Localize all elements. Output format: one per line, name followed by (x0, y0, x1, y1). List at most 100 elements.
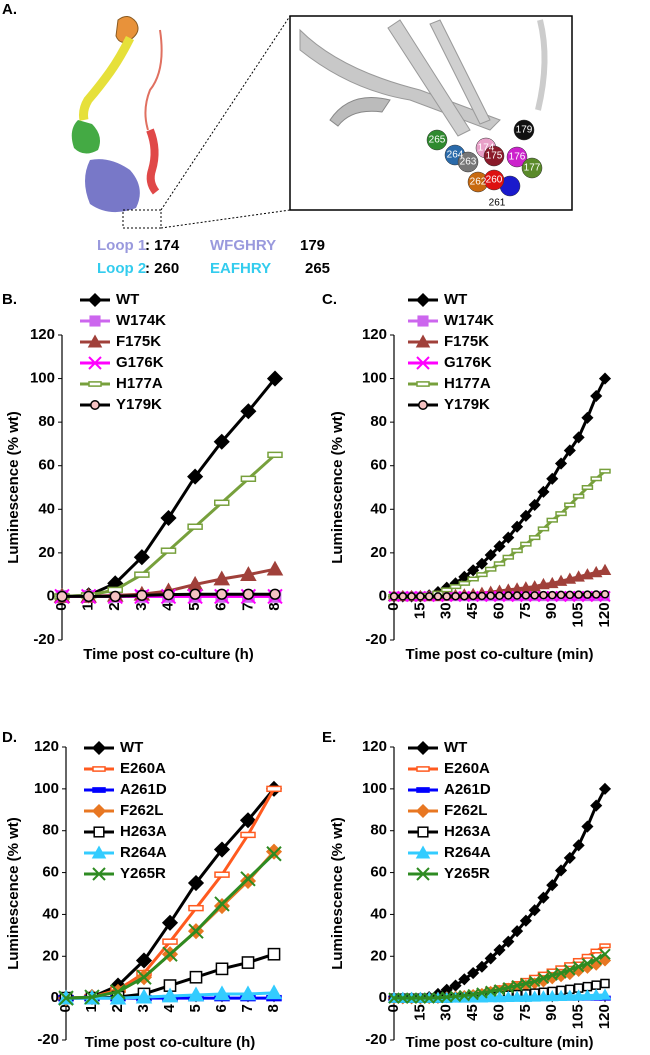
marker (600, 590, 610, 599)
marker (269, 588, 281, 600)
x-tick-label: 2 (106, 602, 123, 610)
marker (590, 799, 603, 812)
x-tick-label: 0 (385, 602, 402, 610)
marker (555, 965, 567, 971)
marker (486, 591, 495, 601)
marker (548, 590, 557, 600)
marker (545, 576, 559, 589)
y-axis-title: Luminescence (% wt) (329, 817, 346, 970)
marker (590, 476, 602, 482)
marker (581, 485, 594, 490)
marker (240, 475, 257, 482)
y-tick-label: 80 (370, 413, 387, 430)
marker (388, 992, 400, 1004)
marker (528, 904, 541, 917)
marker (598, 782, 612, 795)
marker (493, 990, 506, 1003)
marker (415, 845, 431, 859)
legend-label: W174K (444, 312, 494, 329)
marker (545, 989, 559, 1002)
y-tick-label: -20 (33, 631, 55, 648)
panel-label: E. (322, 729, 336, 746)
marker (467, 576, 479, 582)
marker (528, 498, 541, 511)
marker (89, 315, 101, 327)
panel-label: C. (322, 291, 337, 308)
marker (266, 846, 282, 862)
cartoon-red (146, 128, 160, 195)
x-tick-label: 45 (464, 602, 481, 619)
y-tick-label: 120 (34, 738, 59, 755)
marker (162, 589, 175, 601)
zoom-line (160, 209, 291, 229)
marker (563, 989, 577, 1001)
loop-sequence: WFGHRY (210, 237, 276, 254)
marker (599, 468, 611, 474)
y-tick-label: 0 (379, 989, 387, 1006)
x-tick-label: 8 (266, 602, 283, 610)
marker (537, 577, 550, 590)
marker (90, 400, 100, 410)
marker (555, 967, 567, 979)
x-tick-label: 7 (239, 1004, 256, 1012)
marker (502, 531, 515, 544)
residue-label: 176 (509, 152, 526, 163)
marker (93, 826, 105, 838)
y-tick-label: 60 (370, 457, 387, 474)
marker (134, 571, 150, 578)
residue-label: 177 (524, 163, 541, 174)
marker (188, 923, 204, 939)
chart: B. Luminescence (% wt) Time post co-cultur… (2, 291, 284, 663)
marker (216, 588, 228, 600)
marker (589, 565, 603, 578)
x-tick-label: 30 (438, 602, 455, 619)
marker (405, 992, 418, 1004)
marker (88, 381, 102, 387)
y-tick-label: 80 (38, 413, 55, 430)
residue-label: 179 (516, 125, 533, 136)
legend-label: E260A (444, 760, 490, 777)
marker (398, 592, 408, 601)
marker (91, 740, 107, 756)
marker (581, 568, 594, 580)
marker (109, 989, 127, 1005)
marker (467, 966, 480, 980)
loop-labels: Loop 1 : 174 WFGHRY 179 Loop 2 : 260 EAF… (97, 237, 330, 277)
residue-sphere (506, 146, 528, 168)
cartoon-green (71, 120, 100, 154)
legend-label: R264A (120, 844, 167, 861)
y-tick-label: 100 (362, 370, 387, 387)
marker (520, 541, 532, 547)
marker (572, 493, 585, 499)
marker (556, 590, 566, 600)
marker (242, 588, 255, 600)
marker (92, 787, 106, 793)
marker (537, 990, 550, 1002)
x-tick-label: 4 (161, 1003, 178, 1012)
y-tick-label: 0 (379, 587, 387, 604)
marker (484, 952, 497, 965)
y-tick-label: 20 (42, 947, 59, 964)
legend-label: WT (444, 291, 467, 308)
marker (520, 977, 532, 990)
marker (213, 570, 231, 586)
legend-label: H263A (120, 823, 167, 840)
marker (600, 978, 610, 989)
chart: E. Luminescence (% wt) Time post co-cultur… (322, 729, 613, 1051)
x-tick-label: 60 (490, 602, 507, 619)
marker (58, 990, 74, 1006)
residue-sphere (483, 169, 505, 191)
marker (87, 292, 103, 308)
x-tick-label: 30 (438, 1004, 455, 1021)
legend-label: G176K (444, 354, 492, 371)
marker (432, 992, 444, 1004)
marker (187, 986, 205, 1002)
marker (92, 766, 106, 772)
marker (572, 989, 585, 1001)
marker (555, 511, 567, 517)
zoom-box (122, 209, 162, 229)
marker (554, 989, 568, 1002)
marker (563, 444, 576, 457)
